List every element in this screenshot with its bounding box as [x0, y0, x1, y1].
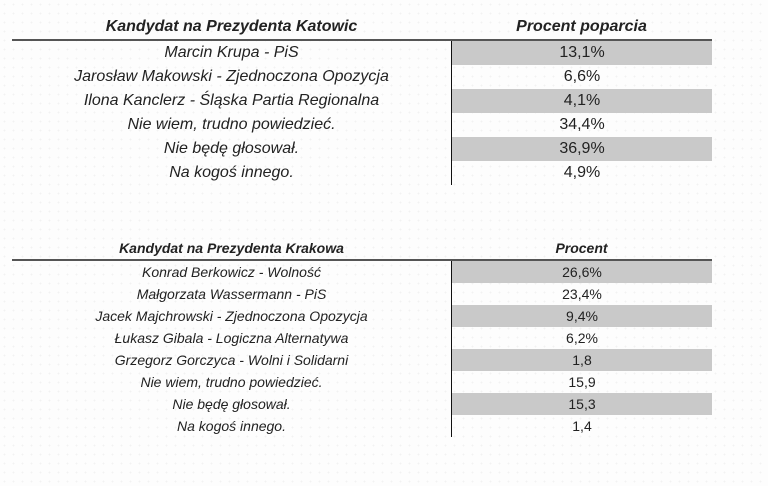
table-row: Na kogoś innego. 1,4: [12, 415, 712, 437]
katowice-table-header: Kandydat na Prezydenta Katowic Procent p…: [12, 12, 712, 41]
table-row: Na kogoś innego. 4,9%: [12, 161, 712, 185]
table-row: Jarosław Makowski - Zjednoczona Opozycja…: [12, 65, 712, 89]
katowice-table-body: Marcin Krupa - PiS 13,1% Jarosław Makowski…: [12, 41, 712, 185]
percent-value: 23,4%: [451, 283, 712, 305]
candidate-label: Marcin Krupa - PiS: [164, 44, 299, 61]
candidate-label: Na kogoś innego.: [169, 164, 294, 181]
percent-value: 9,4%: [451, 305, 712, 327]
percent-value: 26,6%: [451, 261, 712, 283]
katowice-poll-table: Kandydat na Prezydenta Katowic Procent p…: [12, 12, 712, 185]
table-row: Małgorzata Wassermann - PiS 23,4%: [12, 283, 712, 305]
candidate-label: Jacek Majchrowski - Zjednoczona Opozycja: [95, 308, 368, 324]
percent-value: 4,1%: [451, 89, 712, 113]
table-row: Marcin Krupa - PiS 13,1%: [12, 41, 712, 65]
candidate-label: Nie będę głosował.: [172, 396, 291, 412]
percent-value: 1,4: [451, 415, 712, 437]
candidate-label: Małgorzata Wassermann - PiS: [136, 286, 327, 302]
percent-value: 1,8: [451, 349, 712, 371]
percent-value: 6,2%: [451, 327, 712, 349]
candidate-label: Łukasz Gibala - Logiczna Alternatywa: [114, 330, 349, 346]
percent-value: 4,9%: [451, 161, 712, 185]
table-row: Konrad Berkowicz - Wolność 26,6%: [12, 261, 712, 283]
table-row: Grzegorz Gorczyca - Wolni i Solidarni 1,8: [12, 349, 712, 371]
table-row: Nie wiem, trudno powiedzieć. 34,4%: [12, 113, 712, 137]
table-row: Nie będę głosował. 36,9%: [12, 137, 712, 161]
krakow-candidate-column-header: Kandydat na Prezydenta Krakowa: [119, 240, 344, 256]
table-row: Nie wiem, trudno powiedzieć. 15,9: [12, 371, 712, 393]
krakow-percent-column-header: Procent: [555, 240, 608, 256]
candidate-label: Konrad Berkowicz - Wolność: [142, 264, 321, 280]
percent-value: 6,6%: [451, 65, 712, 89]
candidate-label: Grzegorz Gorczyca - Wolni i Solidarni: [114, 352, 349, 368]
krakow-table-body: Konrad Berkowicz - Wolność 26,6% Małgorzat…: [12, 261, 712, 437]
percent-value: 36,9%: [451, 137, 712, 161]
krakow-poll-table: Kandydat na Prezydenta Krakowa Procent K…: [12, 233, 712, 437]
table-row: Jacek Majchrowski - Zjednoczona Opozycja…: [12, 305, 712, 327]
table-row: Łukasz Gibala - Logiczna Alternatywa 6,2%: [12, 327, 712, 349]
percent-value: 34,4%: [451, 113, 712, 137]
candidate-label: Ilona Kanclerz - Śląska Partia Regionaln…: [83, 92, 380, 109]
katowice-percent-column-header: Procent poparcia: [516, 18, 647, 35]
table-row: Ilona Kanclerz - Śląska Partia Regionaln…: [12, 89, 712, 113]
candidate-label: Na kogoś innego.: [177, 418, 286, 434]
table-row: Nie będę głosował. 15,3: [12, 393, 712, 415]
percent-value: 13,1%: [451, 41, 712, 65]
percent-value: 15,9: [451, 371, 712, 393]
candidate-label: Nie wiem, trudno powiedzieć.: [140, 374, 323, 390]
candidate-label: Jarosław Makowski - Zjednoczona Opozycja: [74, 68, 389, 85]
candidate-label: Nie będę głosował.: [163, 140, 300, 157]
katowice-candidate-column-header: Kandydat na Prezydenta Katowic: [105, 18, 358, 35]
candidate-label: Nie wiem, trudno powiedzieć.: [127, 116, 336, 133]
percent-value: 15,3: [451, 393, 712, 415]
krakow-table-header: Kandydat na Prezydenta Krakowa Procent: [12, 233, 712, 261]
